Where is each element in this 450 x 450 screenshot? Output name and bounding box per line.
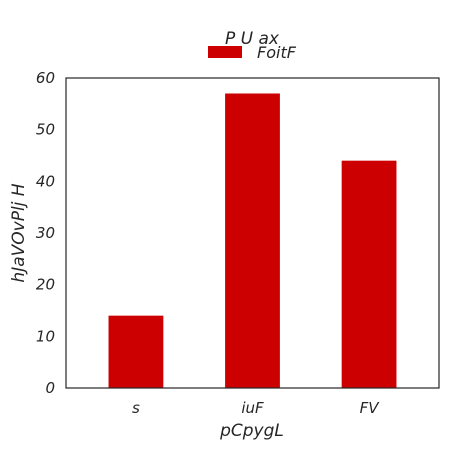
y-axis-label: hJaVOvPlj H (9, 183, 29, 282)
x-axis-label: pCpygL (219, 421, 284, 441)
y-tick-label: 0 (45, 379, 55, 397)
y-tick-label: 50 (36, 121, 55, 139)
bar-s (108, 315, 164, 388)
x-axis-ticks: s iuF FV (132, 399, 380, 417)
chart-title: P U ax (225, 29, 280, 49)
x-tick-label: FV (360, 399, 381, 417)
bar-FV (341, 160, 397, 388)
legend-label: FoitF (257, 43, 297, 62)
legend: FoitF (208, 43, 297, 62)
bar-iuF (225, 93, 280, 388)
x-tick-label: iuF (241, 399, 264, 417)
y-axis-ticks: 0 10 20 30 40 50 60 (36, 69, 55, 397)
y-tick-label: 20 (36, 276, 55, 294)
y-tick-label: 60 (36, 69, 55, 87)
legend-swatch (208, 46, 242, 58)
y-tick-label: 40 (36, 172, 55, 190)
plot-area-frame (65, 77, 440, 389)
bars-group (108, 93, 397, 388)
x-tick-label: s (132, 399, 140, 417)
y-tick-label: 30 (36, 224, 55, 242)
y-tick-label: 10 (36, 327, 55, 345)
